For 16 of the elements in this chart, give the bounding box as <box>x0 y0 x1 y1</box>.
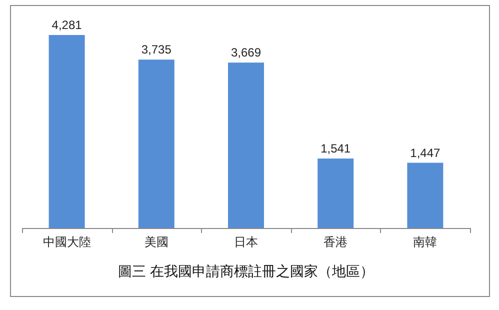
text: 圖三 在我國申請商標註冊之國家（地區） <box>118 263 374 279</box>
x-tick-label: 香港 <box>324 235 348 249</box>
x-tick-label: 日本 <box>234 235 258 249</box>
bar <box>228 62 264 228</box>
x-tick-label: 中國大陸 <box>42 235 91 249</box>
data-label: 4,281 <box>52 18 82 32</box>
x-tick-label: 南韓 <box>413 235 438 249</box>
x-tick-label: 美國 <box>144 235 168 249</box>
data-label: 1,447 <box>410 146 441 160</box>
bar <box>318 158 354 228</box>
bar <box>138 60 174 228</box>
bar <box>407 162 444 228</box>
data-label: 1,541 <box>320 142 351 156</box>
data-label: 3,669 <box>230 46 262 60</box>
data-label: 3,735 <box>141 42 172 57</box>
bar <box>48 35 85 228</box>
